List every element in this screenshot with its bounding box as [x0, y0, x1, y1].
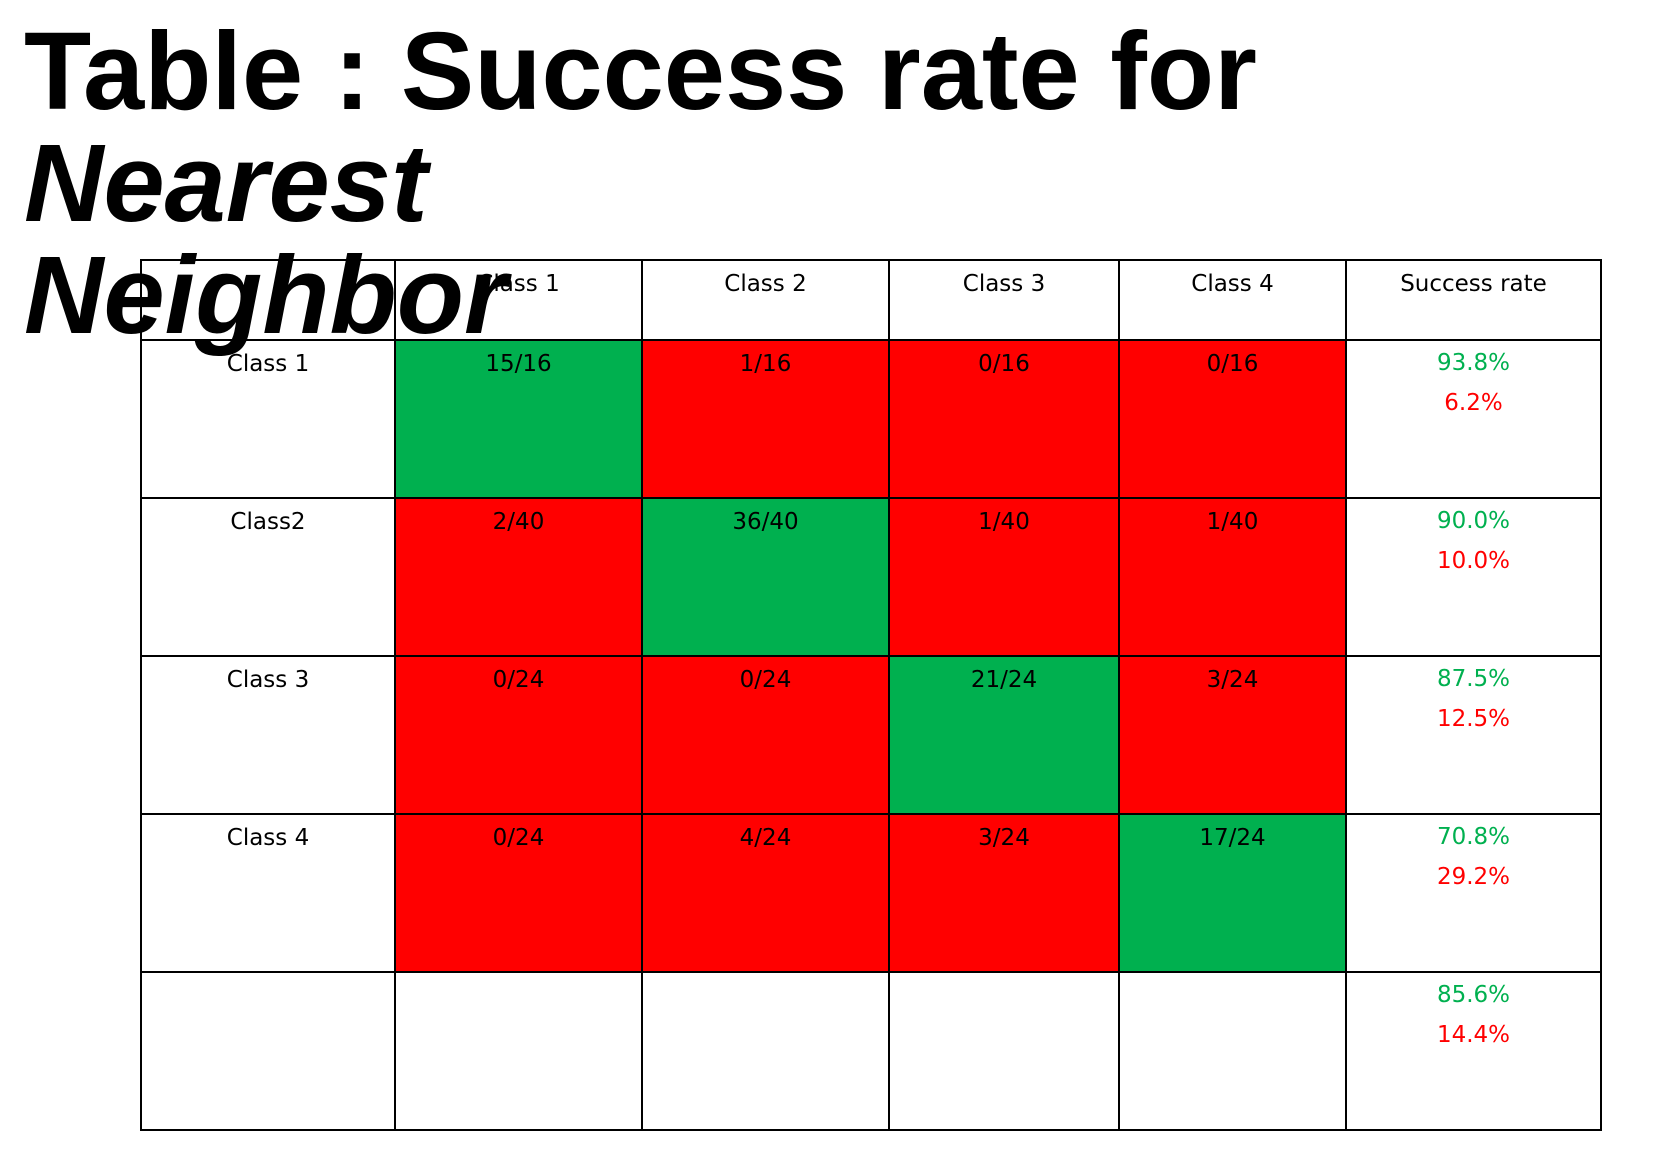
- matrix-cell: 4/24: [641, 813, 890, 973]
- row-label: Class 4: [140, 813, 396, 973]
- overall-rate-cell: 85.6% 14.4%: [1345, 971, 1602, 1131]
- overall-success-value: 85.6%: [1436, 982, 1511, 1008]
- matrix-cell: 15/16: [394, 339, 643, 499]
- matrix-cell: 3/24: [888, 813, 1120, 973]
- matrix-cell: 1/40: [1118, 497, 1347, 657]
- table-row: Class2 2/40 36/40 1/40 1/40 90.0% 10.0%: [140, 497, 1602, 657]
- error-value: 12.5%: [1436, 706, 1511, 732]
- success-rate-cell: 87.5% 12.5%: [1345, 655, 1602, 815]
- empty-cell: [140, 971, 396, 1131]
- empty-cell: [1118, 971, 1347, 1131]
- title-emphasis-nearest: Nearest: [24, 122, 428, 245]
- header-class-1: Class 1: [394, 259, 643, 341]
- error-value: 29.2%: [1436, 864, 1511, 890]
- success-value: 90.0%: [1436, 508, 1511, 534]
- header-class-4: Class 4: [1118, 259, 1347, 341]
- matrix-cell: 21/24: [888, 655, 1120, 815]
- row-label: Class 3: [140, 655, 396, 815]
- matrix-cell: 1/40: [888, 497, 1120, 657]
- matrix-cell: 2/40: [394, 497, 643, 657]
- success-value: 70.8%: [1436, 824, 1511, 850]
- table-row: Class 4 0/24 4/24 3/24 17/24 70.8% 29.2%: [140, 813, 1602, 973]
- matrix-cell: 0/24: [394, 655, 643, 815]
- matrix-cell: 0/16: [1118, 339, 1347, 499]
- header-row: Class 1 Class 2 Class 3 Class 4 Success …: [140, 259, 1602, 341]
- success-rate-cell: 90.0% 10.0%: [1345, 497, 1602, 657]
- header-corner-cell: [140, 259, 396, 341]
- empty-cell: [641, 971, 890, 1131]
- confusion-table: Class 1 Class 2 Class 3 Class 4 Success …: [140, 259, 1602, 1131]
- total-row: 85.6% 14.4%: [140, 971, 1602, 1131]
- success-rate-cell: 70.8% 29.2%: [1345, 813, 1602, 973]
- success-value: 87.5%: [1436, 666, 1511, 692]
- success-rate-cell: 93.8% 6.2%: [1345, 339, 1602, 499]
- matrix-cell: 17/24: [1118, 813, 1347, 973]
- header-class-2: Class 2: [641, 259, 890, 341]
- row-label: Class2: [140, 497, 396, 657]
- success-value: 93.8%: [1436, 350, 1511, 376]
- header-class-3: Class 3: [888, 259, 1120, 341]
- row-label: Class 1: [140, 339, 396, 499]
- matrix-cell: 3/24: [1118, 655, 1347, 815]
- title-plain: Table : Success rate for: [24, 10, 1257, 133]
- error-value: 10.0%: [1436, 548, 1511, 574]
- empty-cell: [888, 971, 1120, 1131]
- matrix-cell: 0/24: [394, 813, 643, 973]
- empty-cell: [394, 971, 643, 1131]
- header-success-rate: Success rate: [1345, 259, 1602, 341]
- table-row: Class 3 0/24 0/24 21/24 3/24 87.5% 12.5%: [140, 655, 1602, 815]
- table-row: Class 1 15/16 1/16 0/16 0/16 93.8% 6.2%: [140, 339, 1602, 499]
- matrix-cell: 0/16: [888, 339, 1120, 499]
- overall-error-value: 14.4%: [1436, 1022, 1511, 1048]
- matrix-cell: 0/24: [641, 655, 890, 815]
- matrix-cell: 36/40: [641, 497, 890, 657]
- matrix-cell: 1/16: [641, 339, 890, 499]
- error-value: 6.2%: [1444, 390, 1503, 416]
